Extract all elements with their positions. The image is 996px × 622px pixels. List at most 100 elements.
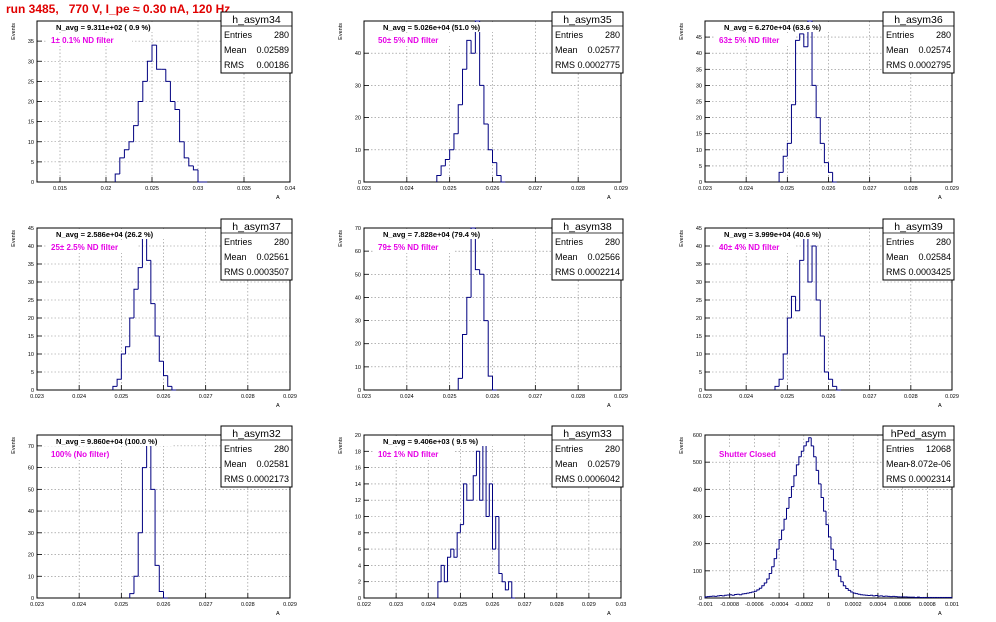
histogram-bin	[488, 483, 493, 517]
histogram-bin	[815, 85, 821, 119]
navg-label: N_avg = 9.311e+02 ( 0.9 %)	[56, 23, 151, 32]
histogram-bin	[457, 104, 463, 134]
y-tick-label: 25	[28, 79, 34, 85]
histogram-bin	[778, 171, 784, 182]
stats-value: 0.02579	[587, 459, 620, 469]
x-axis-title: A	[607, 195, 611, 201]
histogram-bin	[466, 39, 472, 70]
x-tick-label: 0.0002	[845, 602, 862, 608]
filter-bg	[715, 449, 785, 460]
stats-box	[220, 218, 293, 281]
stats-value: -8.072e-06	[907, 459, 951, 469]
y-tick-label: 500	[693, 460, 702, 466]
x-tick-label: -0.0008	[720, 602, 739, 608]
x-tick-label: 0.025	[780, 186, 794, 192]
histogram-bin	[496, 162, 502, 177]
histogram-bin	[466, 296, 472, 335]
filter-bg	[47, 35, 132, 46]
y-tick-label: 10	[355, 365, 361, 371]
y-tick-label: 5	[699, 370, 702, 376]
y-tick-label: 10	[28, 140, 34, 146]
x-tick-label: 0.028	[904, 394, 918, 400]
x-tick-label: 0.03	[193, 186, 204, 192]
histogram-bin	[751, 591, 755, 593]
x-tick-label: 0.023	[357, 394, 371, 400]
y-tick-label: 30	[696, 83, 702, 89]
histogram-bin	[470, 40, 476, 54]
histogram-bin	[116, 378, 122, 387]
y-tick-label: 30	[28, 280, 34, 286]
histogram-bin	[773, 558, 777, 567]
histogram-bin	[768, 573, 772, 579]
histogram-bin	[788, 496, 792, 509]
histogram-bin	[483, 274, 489, 322]
navg-label: N_avg = 9.406e+03 ( 9.5 %)	[383, 437, 479, 446]
histogram-bin	[823, 336, 829, 373]
stats-label: Mean	[555, 252, 578, 262]
histogram-bin	[511, 581, 515, 599]
histogram-bin	[855, 593, 859, 595]
histogram-bin	[171, 386, 177, 391]
histogram-panel-h_asym33: 0.022 0.023 0.024 0.025 0.026 0.027 0.028 0.029…	[338, 425, 626, 617]
x-tick-label: 0.028	[241, 394, 255, 400]
x-tick-label: 0.029	[283, 394, 297, 400]
x-tick-label: 0.023	[357, 186, 371, 192]
x-tick-label: 0.029	[945, 186, 959, 192]
histogram-bin	[463, 483, 467, 525]
stats-label: RMS	[224, 267, 244, 277]
y-tick-label: 20	[28, 316, 34, 322]
histogram-bin	[444, 158, 450, 166]
filter-label: 10± 1% ND filter	[378, 450, 438, 459]
y-tick-label: 300	[693, 515, 702, 521]
y-axis-title: Events	[11, 437, 17, 454]
histogram-bin	[782, 353, 788, 380]
stats-label: Mean	[886, 459, 909, 469]
histogram-bin	[847, 588, 851, 591]
y-tick-label: 14	[355, 482, 361, 488]
x-tick-label: 0.026	[822, 394, 836, 400]
histogram-bin	[112, 385, 118, 390]
stats-label: Entries	[224, 30, 253, 40]
y-tick-label: 45	[696, 35, 702, 41]
y-tick-label: 25	[28, 298, 34, 304]
y-tick-label: 35	[696, 262, 702, 268]
histogram-bin	[475, 450, 480, 476]
stats-label: Mean	[886, 45, 909, 55]
stats-value: 0.0002314	[908, 474, 951, 484]
y-axis-title: Events	[11, 230, 17, 247]
filter-label: 1± 0.1% ND filter	[51, 36, 114, 45]
histogram-bin	[501, 573, 506, 583]
filter-bg	[374, 449, 454, 460]
stats-label: RMS	[224, 474, 244, 484]
histogram-bin	[832, 379, 837, 387]
navg-label: N_avg = 9.860e+04 (100.0 %)	[56, 437, 158, 446]
histogram-bin	[810, 437, 814, 447]
stats-value: 0.0003507	[246, 267, 289, 277]
x-tick-label: 0.028	[904, 186, 918, 192]
y-tick-label: 20	[28, 100, 34, 106]
y-tick-label: 15	[28, 120, 34, 126]
histogram-name: h_asym38	[563, 221, 612, 233]
y-tick-label: 30	[28, 59, 34, 65]
histogram-bin	[778, 539, 782, 550]
x-tick-label: 0.023	[698, 186, 712, 192]
y-tick-label: 0	[31, 388, 34, 394]
stats-value: 0.0003425	[908, 267, 951, 277]
histogram-bin	[453, 549, 458, 558]
x-tick-label: 0.0006	[894, 602, 911, 608]
histogram-bin	[852, 592, 856, 594]
navg-bg	[43, 229, 172, 239]
histogram-bins	[436, 20, 506, 183]
x-tick-label: 0.027	[518, 602, 532, 608]
histogram-bin	[753, 590, 757, 593]
y-axis-title: Events	[338, 230, 344, 247]
histogram-bin	[492, 376, 497, 391]
stats-label: Entries	[224, 237, 253, 247]
histogram-bin	[835, 559, 839, 570]
histogram-bin	[437, 581, 442, 598]
histogram-bin	[485, 443, 490, 517]
histogram-bin	[756, 589, 760, 592]
x-tick-label: 0.025	[114, 394, 128, 400]
y-tick-label: 35	[28, 39, 34, 45]
stats-label: Mean	[555, 45, 578, 55]
